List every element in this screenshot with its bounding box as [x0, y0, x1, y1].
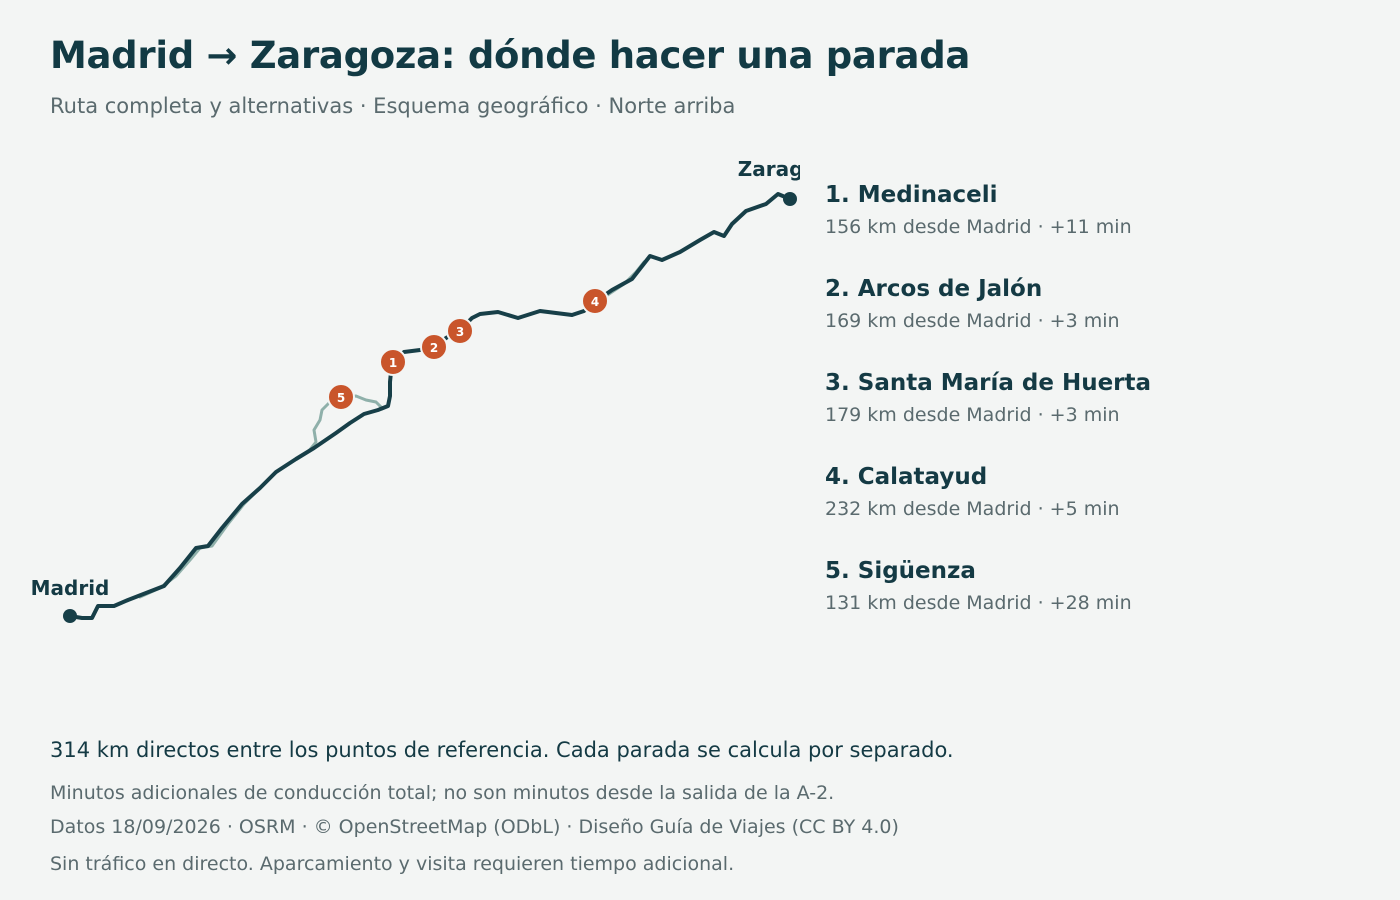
stop-name: 3. Santa María de Huerta: [825, 370, 1152, 396]
stop-marker-2[interactable]: 2: [420, 333, 448, 361]
page-subtitle: Ruta completa y alternativas · Esquema g…: [50, 94, 736, 118]
stop-marker-3-number: 3: [456, 325, 464, 339]
stop-marker-2-number: 2: [430, 341, 438, 355]
destination-dot: [783, 192, 797, 206]
stop-item-siguenza[interactable]: 5. Sigüenza 131 km desde Madrid · +28 mi…: [825, 558, 1345, 652]
stop-marker-1-number: 1: [389, 356, 397, 370]
stops-list: 1. Medinaceli 156 km desde Madrid · +11 …: [825, 182, 1345, 652]
stop-marker-4[interactable]: 4: [581, 287, 609, 315]
stop-item-medinaceli[interactable]: 1. Medinaceli 156 km desde Madrid · +11 …: [825, 182, 1345, 276]
destination-zaragoza: Zaragoza: [738, 157, 800, 206]
route-summary: 314 km directos entre los puntos de refe…: [50, 738, 954, 762]
disclaimer: Sin tráfico en directo. Aparcamiento y v…: [50, 853, 735, 875]
stop-meta: 232 km desde Madrid · +5 min: [825, 498, 1120, 520]
credits: Datos 18/09/2026 · OSRM · © OpenStreetMa…: [50, 816, 899, 838]
destination-label: Zaragoza: [738, 157, 800, 181]
stop-meta: 156 km desde Madrid · +11 min: [825, 216, 1132, 238]
origin-madrid: Madrid: [31, 576, 110, 623]
stop-name: 5. Sigüenza: [825, 558, 976, 584]
route-map: Madrid Zaragoza 1 2 3 4 5: [31, 157, 800, 623]
stop-marker-5-circle: [327, 383, 355, 411]
stop-marker-2-circle: [420, 333, 448, 361]
stop-marker-3-circle: [446, 317, 474, 345]
minutes-note: Minutos adicionales de conducción total;…: [50, 782, 835, 804]
origin-label: Madrid: [31, 576, 110, 600]
page-title: Madrid → Zaragoza: dónde hacer una parad…: [50, 34, 971, 77]
stop-item-calatayud[interactable]: 4. Calatayud 232 km desde Madrid · +5 mi…: [825, 464, 1345, 558]
stop-marker-3[interactable]: 3: [446, 317, 474, 345]
stop-meta: 169 km desde Madrid · +3 min: [825, 310, 1120, 332]
origin-dot: [63, 609, 77, 623]
stop-name: 2. Arcos de Jalón: [825, 276, 1043, 302]
stop-marker-1-circle: [379, 348, 407, 376]
stop-item-santa-maria-de-huerta[interactable]: 3. Santa María de Huerta 179 km desde Ma…: [825, 370, 1345, 464]
alternative-routes: [138, 260, 646, 599]
stop-marker-4-circle: [581, 287, 609, 315]
stop-name: 1. Medinaceli: [825, 182, 998, 208]
stop-name: 4. Calatayud: [825, 464, 988, 490]
stop-marker-4-number: 4: [591, 295, 599, 309]
stop-item-arcos-de-jalon[interactable]: 2. Arcos de Jalón 169 km desde Madrid · …: [825, 276, 1345, 370]
stop-marker-5[interactable]: 5: [327, 383, 355, 411]
stop-marker-5-number: 5: [337, 391, 345, 405]
stop-meta: 131 km desde Madrid · +28 min: [825, 592, 1132, 614]
stop-marker-1[interactable]: 1: [379, 348, 407, 376]
main-route: [68, 192, 792, 620]
stop-meta: 179 km desde Madrid · +3 min: [825, 404, 1120, 426]
